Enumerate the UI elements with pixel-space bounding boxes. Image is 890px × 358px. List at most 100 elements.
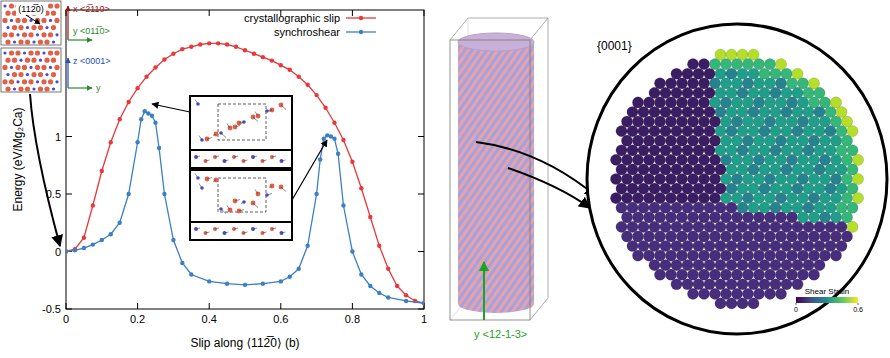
series-point bbox=[171, 52, 175, 56]
atom bbox=[803, 221, 814, 232]
atom-mg bbox=[44, 86, 49, 91]
atom bbox=[781, 164, 792, 175]
atom bbox=[808, 231, 819, 242]
atom bbox=[753, 250, 764, 261]
atom bbox=[638, 240, 649, 251]
label-bg bbox=[16, 3, 46, 15]
direction-arrow bbox=[483, 262, 485, 320]
atom bbox=[660, 145, 671, 156]
atom bbox=[726, 164, 737, 175]
atom bbox=[748, 240, 759, 251]
displacement bbox=[235, 200, 240, 202]
plot-frame bbox=[66, 10, 424, 309]
atom bbox=[830, 250, 841, 261]
atom bbox=[638, 106, 649, 117]
atom bbox=[715, 279, 726, 290]
x-tick-label: 0.6 bbox=[273, 313, 288, 325]
atom bbox=[737, 279, 748, 290]
atom bbox=[720, 59, 731, 70]
atom bbox=[709, 193, 720, 204]
atom bbox=[731, 212, 742, 223]
atom bbox=[841, 212, 852, 223]
atom bbox=[726, 279, 737, 290]
atom bbox=[687, 97, 698, 108]
atom-mg bbox=[38, 72, 43, 77]
atom bbox=[632, 173, 643, 184]
atom-mg bbox=[22, 65, 27, 70]
atom bbox=[643, 212, 654, 223]
atom bbox=[687, 59, 698, 70]
atom bbox=[726, 202, 737, 213]
atom bbox=[682, 145, 693, 156]
atom bbox=[720, 269, 731, 280]
atom bbox=[847, 221, 858, 232]
atom-mg bbox=[214, 132, 219, 137]
atom bbox=[748, 260, 759, 271]
atom-mg bbox=[48, 32, 53, 37]
atom bbox=[770, 221, 781, 232]
atom bbox=[753, 173, 764, 184]
atom bbox=[643, 193, 654, 204]
series-point bbox=[404, 299, 408, 303]
atom bbox=[742, 231, 753, 242]
x-tick bbox=[137, 10, 138, 16]
atom bbox=[830, 173, 841, 184]
atom bbox=[709, 59, 720, 70]
atom bbox=[720, 154, 731, 165]
atom bbox=[819, 116, 830, 127]
atom-mg bbox=[9, 79, 14, 84]
atom bbox=[753, 59, 764, 70]
series-point bbox=[66, 249, 68, 253]
atom-mg bbox=[44, 39, 49, 44]
atom-ca bbox=[55, 80, 58, 83]
atom bbox=[775, 193, 786, 204]
atom-mg bbox=[214, 178, 219, 183]
atom bbox=[764, 269, 775, 280]
series-line bbox=[66, 43, 424, 303]
atom bbox=[731, 250, 742, 261]
atom bbox=[759, 68, 770, 79]
atom bbox=[649, 183, 660, 194]
displacement bbox=[235, 126, 240, 128]
atom bbox=[616, 164, 627, 175]
atom bbox=[698, 173, 709, 184]
displacement bbox=[207, 138, 212, 140]
atom bbox=[676, 116, 687, 127]
displacement bbox=[196, 156, 200, 157]
section-outline bbox=[587, 24, 887, 334]
atom bbox=[808, 212, 819, 223]
atom bbox=[665, 154, 676, 165]
atom bbox=[797, 78, 808, 89]
atom bbox=[649, 164, 660, 175]
atom bbox=[632, 231, 643, 242]
atom bbox=[808, 250, 819, 261]
atom bbox=[731, 193, 742, 204]
y-tick bbox=[66, 136, 72, 137]
displacement bbox=[267, 110, 272, 112]
inset-panel bbox=[1, 1, 61, 45]
atom bbox=[770, 183, 781, 194]
series-point bbox=[279, 279, 283, 283]
atom bbox=[671, 145, 682, 156]
annotation: y <011̅0> bbox=[73, 26, 110, 36]
atom bbox=[775, 231, 786, 242]
atom-mg bbox=[5, 86, 10, 91]
atom bbox=[808, 135, 819, 146]
atom-ca bbox=[3, 4, 6, 7]
atom bbox=[726, 260, 737, 271]
atom bbox=[775, 269, 786, 280]
atom-ca bbox=[52, 40, 55, 43]
displacement bbox=[281, 105, 286, 110]
x-tick-label: 1 bbox=[421, 313, 427, 325]
atom bbox=[786, 231, 797, 242]
series-point bbox=[207, 279, 211, 283]
x-tick-label: 0 bbox=[63, 313, 69, 325]
atom bbox=[693, 164, 704, 175]
series-point bbox=[288, 275, 292, 279]
displacement bbox=[253, 117, 258, 122]
atom bbox=[654, 250, 665, 261]
displacement bbox=[282, 160, 286, 161]
series-point bbox=[297, 267, 301, 271]
atom bbox=[682, 126, 693, 137]
atom bbox=[753, 212, 764, 223]
